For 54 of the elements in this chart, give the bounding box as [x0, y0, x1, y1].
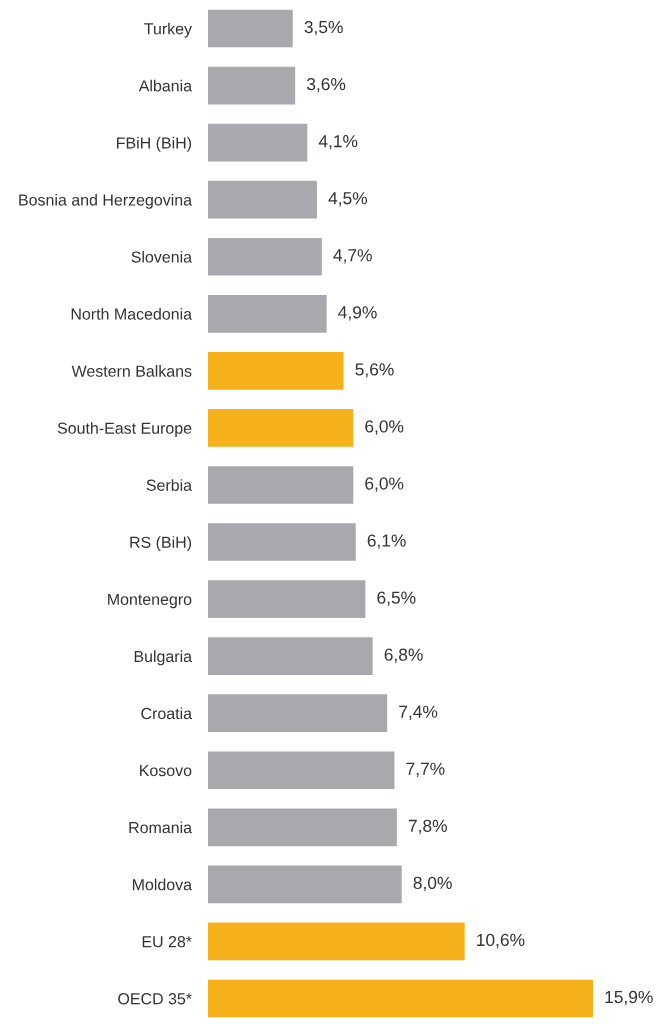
data-label: 3,5% — [304, 20, 343, 36]
data-label: 15,9% — [605, 990, 653, 1006]
data-label: 4,1% — [318, 135, 358, 150]
y-tick-label: Romania — [129, 821, 193, 834]
y-tick-label: Croatia — [141, 707, 193, 720]
bar — [208, 294, 327, 333]
y-tick-label: Albania — [138, 79, 193, 92]
bar — [208, 237, 322, 276]
data-label: 6,0% — [365, 420, 404, 435]
data-label: 6,5% — [377, 591, 416, 606]
y-tick-label: Montenegro — [108, 593, 192, 609]
data-label: 4,5% — [328, 192, 368, 207]
bar — [208, 523, 356, 561]
y-tick-label: North Macedonia — [71, 308, 193, 320]
bar — [208, 751, 395, 790]
bar — [208, 9, 293, 48]
data-label: 10,6% — [477, 933, 525, 949]
data-label: 7,4% — [399, 705, 438, 720]
bar — [208, 66, 296, 105]
y-tick-label: Kosovo — [140, 765, 192, 777]
bar — [208, 865, 402, 904]
y-tick-label: South-East Europe — [57, 422, 192, 438]
y-tick-label: Serbia — [146, 479, 193, 491]
y-tick-label: FBiH (BiH) — [117, 136, 192, 152]
bar — [208, 694, 388, 733]
bar — [208, 352, 344, 390]
bar — [208, 180, 317, 219]
bar — [208, 123, 308, 162]
data-label: 8,0% — [413, 876, 452, 892]
y-tick-label: EU 28* — [142, 936, 192, 948]
y-tick-label: Western Balkans — [71, 365, 192, 377]
y-tick-label: OECD 35* — [118, 993, 192, 1005]
data-label: 6,8% — [384, 648, 423, 663]
data-label: 4,9% — [338, 306, 377, 321]
bar — [208, 580, 366, 618]
data-label: 4,7% — [333, 249, 372, 264]
y-tick-label: RS (BiH) — [130, 536, 192, 552]
data-label: 6,1% — [367, 534, 406, 549]
bar — [208, 409, 354, 447]
y-tick-label: Slovenia — [131, 250, 193, 263]
y-tick-label: Bulgaria — [134, 650, 193, 666]
y-tick-label: Moldova — [132, 878, 193, 891]
data-label: 6,0% — [365, 477, 404, 492]
data-label: 5,6% — [355, 363, 394, 378]
bar — [208, 979, 594, 1018]
data-label: 7,8% — [408, 819, 447, 835]
bar — [208, 922, 465, 961]
y-tick-label: Bosnia and Herzegovina — [19, 193, 193, 209]
data-label: 3,6% — [306, 77, 346, 93]
y-tick-label: Turkey — [144, 22, 192, 38]
bar — [208, 466, 354, 504]
bar — [208, 808, 397, 847]
bar — [208, 637, 373, 675]
data-label: 7,7% — [406, 762, 445, 777]
